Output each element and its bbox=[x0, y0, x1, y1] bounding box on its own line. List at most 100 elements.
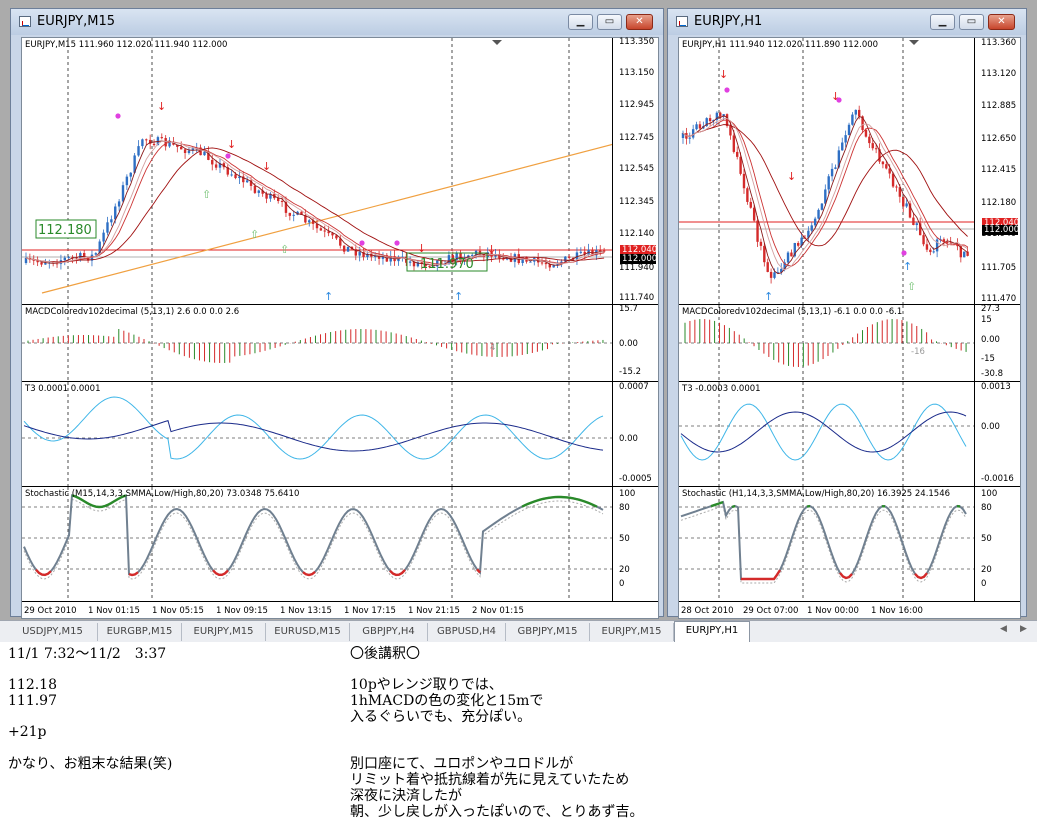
price-pane[interactable]: ↓ ↓ ↓ ↓ ↓ ↑ ↑ ⇧ ⇧ ⇧ 112.180 111.970 EURJPY,M15 111.… bbox=[22, 37, 658, 305]
candle-body bbox=[98, 241, 101, 254]
t3-pane[interactable]: T3 -0.0003 0.0001 0.0013 0.00 -0.0016 bbox=[679, 382, 1020, 487]
tab-eurjpy-m15[interactable]: EURJPY,M15 bbox=[182, 623, 266, 641]
candle-body bbox=[168, 142, 171, 147]
candle-body bbox=[529, 261, 532, 263]
stochastic-scale: 100 80 50 20 0 bbox=[974, 487, 1020, 602]
candle-body bbox=[385, 255, 389, 262]
macd-tick: -15 bbox=[981, 354, 995, 364]
chart-canvas[interactable]: ↓ ↓ ↓ ↓ ↓ ↑ ↑ ⇧ ⇧ ⇧ 112.180 111.970 EURJPY,M15 111.… bbox=[21, 37, 659, 619]
tab-usdjpy-m15[interactable]: USDJPY,M15 bbox=[8, 623, 98, 641]
note-line: 深夜に決済したが bbox=[350, 788, 462, 804]
tab-scroll-left[interactable]: ◀ bbox=[1000, 624, 1007, 634]
tab-gbpjpy-h4[interactable]: GBPJPY,H4 bbox=[350, 623, 428, 641]
candle-body bbox=[963, 251, 966, 258]
t3-scale: 0.0007 0.00 -0.0005 bbox=[612, 382, 658, 486]
chart-window-eurjpy-m15[interactable]: EURJPY,M15 ▁ ▭ ✕ ↓ ↓ ↓ ↓ ↓ ↑ ↑ ⇧ ⇧ ⇧ 112.180 111.97… bbox=[10, 8, 664, 619]
window-title-bar[interactable]: EURJPY,M15 ▁ ▭ ✕ bbox=[11, 9, 663, 35]
minimize-button[interactable]: ▁ bbox=[568, 14, 593, 30]
t3-pane-label: T3 0.0001 0.0001 bbox=[25, 384, 101, 394]
close-button[interactable]: ✕ bbox=[988, 14, 1015, 30]
candle-body bbox=[813, 218, 817, 226]
candle-body bbox=[783, 262, 786, 269]
note-result-pips: +21p bbox=[8, 724, 47, 740]
macd-pane[interactable]: MACDColoredv102decimal (5,13,1) -6.1 0.0… bbox=[679, 304, 1020, 382]
candle-body bbox=[44, 263, 47, 265]
t3-pane-label: T3 -0.0003 0.0001 bbox=[682, 384, 761, 394]
stoch-extreme-segment bbox=[839, 572, 853, 580]
macd-tick: 15.7 bbox=[619, 304, 638, 314]
candle-body bbox=[117, 201, 121, 207]
tab-eurjpy-h1[interactable]: EURJPY,H1 bbox=[674, 621, 750, 642]
tab-scroll-right[interactable]: ▶ bbox=[1020, 624, 1027, 634]
candle-body bbox=[428, 266, 431, 268]
macd-pane[interactable]: MACDColoredv102decimal (5,13,1) 2.6 0.0 … bbox=[22, 304, 658, 382]
candle-body bbox=[712, 119, 715, 122]
candle-body bbox=[946, 241, 949, 243]
chart-window-eurjpy-h1[interactable]: EURJPY,H1 ▁ ▭ ✕ ↓ ↓ ↓ ↑ ↑ ⇧ EURJPY,H1 111.940… bbox=[667, 8, 1027, 619]
t3-scale: 0.0013 0.00 -0.0016 bbox=[974, 382, 1020, 486]
stochastic-pane[interactable]: Stochastic (H1,14,3,3,SMMA,Low/High,80,2… bbox=[679, 487, 1020, 620]
candle-body bbox=[905, 203, 908, 207]
candle-body bbox=[966, 251, 969, 256]
t3-fast-line bbox=[680, 403, 967, 461]
price-scale[interactable]: 113.350 113.150 112.945 112.745 112.545 … bbox=[612, 37, 658, 304]
candle-body bbox=[331, 233, 334, 236]
candle-body bbox=[568, 256, 571, 258]
tab-eurusd-m15[interactable]: EURUSD,M15 bbox=[266, 623, 350, 641]
buy-arrow: ↑ bbox=[324, 290, 333, 303]
stochastic-pane[interactable]: Stochastic (M15,14,3,3,SMMA,Low/High,80,… bbox=[22, 487, 658, 620]
stoch-tick: 20 bbox=[981, 565, 992, 575]
candle-body bbox=[346, 246, 350, 252]
stoch-extreme-segment bbox=[914, 572, 928, 580]
tab-eurjpy-m15-2[interactable]: EURJPY,M15 bbox=[590, 623, 674, 641]
candle-body bbox=[681, 133, 685, 138]
tab-gbpusd-h4[interactable]: GBPUSD,H4 bbox=[428, 623, 506, 641]
maximize-button[interactable]: ▭ bbox=[597, 14, 622, 30]
minimize-button[interactable]: ▁ bbox=[930, 14, 955, 30]
window-title-bar[interactable]: EURJPY,H1 ▁ ▭ ✕ bbox=[668, 9, 1026, 35]
exit-price-label: 111.970 bbox=[420, 257, 474, 272]
t3-pane[interactable]: T3 0.0001 0.0001 0.0007 0.00 -0.0005 bbox=[22, 382, 658, 487]
candle-body bbox=[354, 249, 357, 256]
candle-body bbox=[498, 253, 501, 259]
chart-canvas[interactable]: ↓ ↓ ↓ ↑ ↑ ⇧ EURJPY,H1 111.940 112.020 111.890… bbox=[678, 37, 1021, 619]
macd-tick: 0.00 bbox=[981, 335, 1000, 345]
stochastic-pane-label: Stochastic (M15,14,3,3,SMMA,Low/High,80,… bbox=[25, 489, 300, 499]
candle-body bbox=[249, 180, 253, 186]
candle-body bbox=[339, 238, 342, 246]
candle-body bbox=[719, 112, 722, 117]
stoch-extreme-segment bbox=[389, 569, 406, 577]
close-button[interactable]: ✕ bbox=[626, 14, 653, 30]
price-tick: 112.885 bbox=[981, 101, 1017, 111]
candle-body bbox=[715, 112, 719, 120]
candle-body bbox=[114, 206, 117, 220]
tab-gbpjpy-m15[interactable]: GBPJPY,M15 bbox=[506, 623, 590, 641]
candle-body bbox=[556, 264, 559, 266]
candle-body bbox=[864, 129, 868, 137]
stoch-extreme-segment bbox=[71, 494, 127, 509]
signal-dot bbox=[394, 240, 400, 246]
candle-body bbox=[300, 211, 303, 215]
note-line: 1hMACDの色の変化と15mで bbox=[350, 693, 544, 709]
candle-body bbox=[929, 249, 932, 253]
price-scale[interactable]: 113.360 113.120 112.885 112.650 112.415 … bbox=[974, 38, 1020, 304]
maximize-button[interactable]: ▭ bbox=[959, 14, 984, 30]
trend-line bbox=[41, 143, 612, 294]
candle-body bbox=[854, 109, 857, 115]
tab-eurgbp-m15[interactable]: EURGBP,M15 bbox=[98, 623, 182, 641]
candle-body bbox=[125, 176, 129, 186]
stoch-tick: 80 bbox=[619, 503, 630, 513]
candle-body bbox=[942, 239, 946, 242]
candle-body bbox=[172, 142, 175, 145]
candle-body bbox=[308, 220, 311, 223]
chart-window-icon bbox=[19, 16, 31, 27]
candle-body bbox=[366, 253, 369, 258]
candle-body bbox=[548, 264, 551, 268]
price-pane-label: EURJPY,H1 111.940 112.020 111.890 112.00… bbox=[682, 40, 879, 50]
note-exit-price: 111.97 bbox=[8, 693, 57, 709]
candle-body bbox=[797, 243, 800, 246]
price-pane[interactable]: ↓ ↓ ↓ ↑ ↑ ⇧ EURJPY,H1 111.940 112.020 111.890… bbox=[679, 38, 1020, 305]
macd-pane-label: MACDColoredv102decimal (5,13,1) 2.6 0.0 … bbox=[25, 307, 240, 317]
moving-average-line bbox=[25, 140, 605, 266]
candle-body bbox=[908, 203, 912, 218]
